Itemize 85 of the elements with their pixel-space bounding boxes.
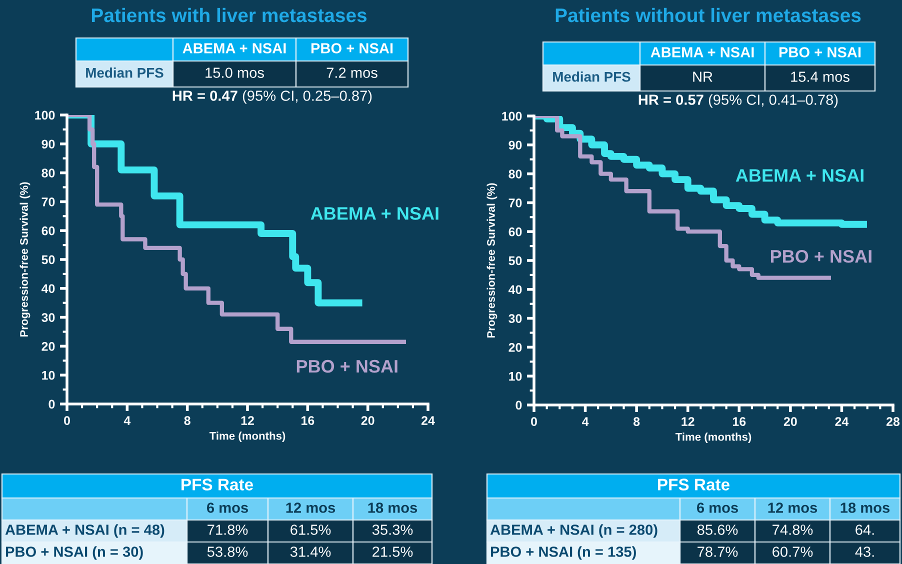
text: HR = 0.47 [172, 90, 238, 101]
x-tick-label: 4 [124, 416, 131, 425]
text: 61.5% [290, 524, 331, 535]
x-axis-title: Time (months) [675, 432, 752, 443]
text: 60.7% [772, 546, 813, 557]
text: 53.8% [207, 546, 248, 557]
chart-title: Patients with liver metastases [92, 8, 367, 22]
text: 78.7% [698, 546, 738, 557]
x-tick-label: 24 [835, 417, 849, 426]
text: 64. [856, 524, 874, 535]
y-tick-label: 10 [509, 372, 522, 381]
y-axis-title: Progression-free Survival (%) [486, 183, 498, 338]
x-tick-label: 8 [184, 416, 190, 425]
y-tick-label: 0 [48, 400, 55, 409]
x-tick-label: 20 [361, 416, 374, 425]
y-tick-label: 70 [42, 198, 55, 206]
text: PBO + NSAI (n = 135) [490, 546, 636, 560]
text: Median PFS [86, 68, 164, 78]
x-tick-label: 16 [302, 416, 314, 425]
y-tick-label: 80 [42, 168, 55, 178]
text: 71.8% [208, 524, 248, 535]
y-tick-label: 90 [508, 140, 522, 150]
x-tick-label: 0 [64, 416, 70, 425]
text: ABEMA + NSAI [650, 47, 754, 58]
text: ABEMA + NSAI (n = 48) [5, 524, 164, 538]
text: (95% CI, 0.25–0.87) [242, 90, 372, 104]
series-label: ABEMA + NSAI [736, 169, 864, 182]
y-tick-label: 60 [508, 227, 522, 236]
x-tick-label: 12 [682, 417, 694, 426]
text: 12 mos [768, 502, 818, 513]
text: 18 mos [368, 502, 418, 513]
text: (95% CI, 0.41–0.78) [708, 94, 838, 108]
y-tick-label: 30 [508, 314, 522, 323]
x-tick-label: 0 [531, 417, 537, 426]
text: 74.8% [772, 524, 813, 535]
y-tick-label: 0 [516, 400, 522, 410]
text: PBO + NSAI [779, 47, 861, 58]
text: 35.3% [372, 524, 413, 535]
x-axis-title: Time (months) [209, 432, 286, 442]
y-tick-label: 100 [35, 110, 55, 120]
series-label: PBO + NSAI [770, 250, 872, 263]
text: 7.2 mos [326, 68, 378, 78]
text: 18 mos [840, 502, 890, 513]
y-tick-label: 100 [502, 112, 522, 121]
y-tick-label: 60 [42, 226, 55, 236]
y-tick-label: 20 [42, 342, 55, 351]
text: HR = 0.57 [638, 94, 704, 105]
text: 15.0 mos [206, 68, 264, 78]
text: 21.5% [372, 546, 413, 557]
x-tick-label: 16 [732, 417, 746, 426]
x-tick-label: 12 [241, 416, 254, 425]
y-tick-label: 30 [42, 313, 55, 322]
text: 15.4 mos [791, 72, 850, 82]
text: ABEMA + NSAI [182, 43, 286, 54]
text: NR [693, 72, 712, 82]
text: PBO + NSAI (n = 30) [6, 546, 143, 560]
text: PFS Rate [658, 478, 730, 490]
text: 12 mos [286, 502, 336, 513]
y-axis-title: Progression-free Survival (%) [20, 182, 30, 337]
text: 6 mos [206, 502, 248, 513]
y-tick-label: 80 [508, 170, 522, 178]
y-tick-label: 50 [42, 255, 55, 264]
text: 31.4% [290, 546, 331, 557]
text: 6 mos [696, 502, 738, 513]
y-tick-label: 10 [42, 370, 55, 380]
series-label: ABEMA + NSAI [310, 207, 438, 220]
y-tick-label: 50 [508, 256, 522, 266]
text: PBO + NSAI [311, 43, 393, 54]
text: ABEMA + NSAI (n = 280) [490, 524, 658, 538]
x-tick-label: 20 [784, 417, 797, 426]
x-tick-label: 28 [886, 417, 900, 426]
x-tick-label: 4 [582, 417, 589, 426]
series-label: PBO + NSAI [296, 360, 398, 373]
y-tick-label: 40 [41, 284, 55, 294]
x-tick-label: 24 [421, 416, 435, 425]
text: 85.6% [697, 524, 738, 535]
y-tick-label: 90 [42, 140, 55, 149]
y-tick-label: 20 [508, 343, 522, 352]
chart-title: Patients without liver metastases [556, 8, 861, 22]
y-tick-label: 40 [508, 285, 522, 294]
x-tick-label: 8 [633, 417, 640, 426]
text: PFS Rate [182, 478, 254, 490]
text: Median PFS [553, 72, 630, 82]
text: 43. [855, 546, 874, 557]
y-tick-label: 70 [508, 198, 522, 208]
